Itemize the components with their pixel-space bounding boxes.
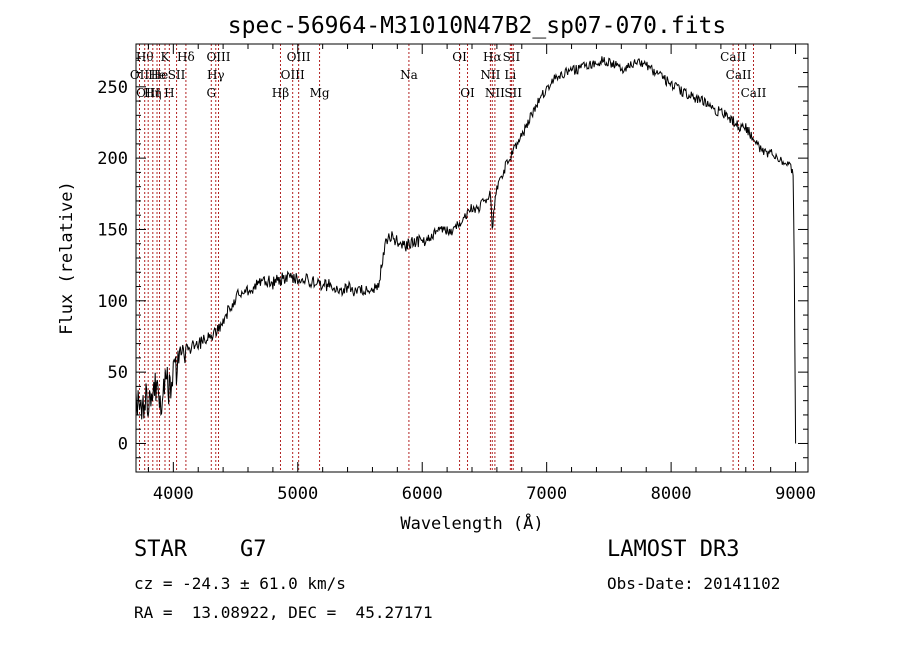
marker-label-8: SII — [168, 68, 186, 82]
x-tick-label-1: 5000 — [277, 484, 318, 504]
marker-label-12: OIII — [206, 50, 230, 64]
y-tick-label-0: 0 — [118, 434, 128, 454]
y-tick-label-2: 100 — [97, 292, 128, 312]
plot-frame — [135, 43, 809, 473]
marker-label-17: Na — [400, 68, 418, 82]
chart-title: spec-56964-M31010N47B2_sp07-070.fits — [228, 13, 727, 39]
y-tick-label-5: 250 — [97, 78, 128, 98]
y-tick-label-1: 50 — [108, 363, 128, 383]
object-class: STAR G7 — [134, 537, 267, 562]
x-tick-label-2: 6000 — [402, 484, 443, 504]
marker-label-14: OIII — [281, 68, 305, 82]
x-tick-label-0: 4000 — [153, 484, 194, 504]
marker-label-25: SII — [504, 86, 522, 100]
marker-label-19: OI — [460, 86, 475, 100]
x-axis-label: Wavelength (Å) — [400, 512, 543, 534]
y-tick-label-3: 150 — [97, 220, 128, 240]
marker-label-6: K — [161, 50, 171, 64]
marker-label-2: OIII — [136, 86, 160, 100]
marker-label-20: NII — [480, 68, 500, 82]
coordinates: RA = 13.08922, DEC = 45.27171 — [134, 603, 433, 622]
marker-label-16: Mg — [310, 86, 330, 100]
marker-label-9: Hδ — [177, 50, 195, 64]
marker-label-18: OI — [452, 50, 467, 64]
spectrum-line-0 — [135, 56, 797, 444]
survey-name: LAMOST DR3 — [607, 537, 740, 562]
marker-label-0: OII — [130, 68, 150, 82]
marker-label-10: G — [206, 86, 216, 100]
marker-label-7: H — [164, 86, 174, 100]
marker-label-23: Li — [504, 68, 516, 82]
y-tick-label-4: 200 — [97, 149, 128, 169]
y-axis-label: Flux (relative) — [57, 181, 77, 335]
marker-label-26: CaII — [720, 50, 746, 64]
y-axis-ticks: 0 50 100 150 200 250 — [97, 57, 808, 459]
marker-label-21: Hα — [483, 50, 502, 64]
obs-date: Obs-Date: 20141102 — [607, 574, 781, 593]
redshift-cz: cz = -24.3 ± 61.0 km/s — [134, 574, 346, 593]
marker-label-24: SII — [503, 50, 521, 64]
series-group — [135, 56, 797, 444]
marker-label-3: Hη — [144, 86, 162, 100]
marker-label-27: CaII — [726, 68, 752, 82]
x-tick-label-3: 7000 — [526, 484, 567, 504]
line-markers: OIIHθOIIIHηHeHeKHSIIHδGHγOIIIHβOIIIOIIIM… — [130, 44, 767, 472]
marker-label-1: Hθ — [136, 50, 154, 64]
x-tick-label-4: 8000 — [651, 484, 692, 504]
marker-label-28: CaII — [741, 86, 767, 100]
marker-label-4: He — [148, 68, 166, 82]
marker-label-13: Hβ — [272, 86, 289, 100]
marker-label-11: Hγ — [207, 68, 225, 82]
marker-label-15: OIII — [287, 50, 311, 64]
marker-label-22: NII — [485, 86, 505, 100]
x-tick-label-5: 9000 — [775, 484, 816, 504]
marker-label-5: He — [151, 68, 169, 82]
x-axis-ticks: 4000 5000 6000 7000 8000 9000 — [147, 44, 816, 504]
